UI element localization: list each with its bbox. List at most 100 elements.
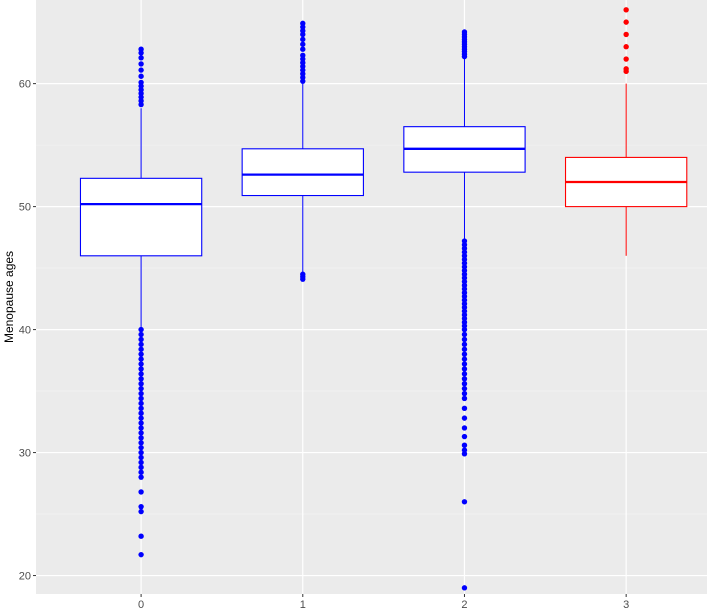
outlier-point <box>461 245 468 252</box>
outlier-point <box>461 395 468 402</box>
outlier-point <box>138 454 144 461</box>
outlier-point <box>461 264 468 270</box>
y-tick-label: 50 <box>19 202 31 214</box>
outlier-point <box>300 74 306 81</box>
y-tick-label: 60 <box>19 79 31 91</box>
outlier-point <box>461 256 468 263</box>
outlier-point <box>138 551 144 558</box>
outlier-point <box>461 286 468 292</box>
outlier-point <box>300 28 306 34</box>
outlier-point <box>138 459 144 466</box>
plot-panel <box>36 0 707 594</box>
outlier-point <box>623 56 629 62</box>
outlier-point <box>461 315 468 322</box>
outlier-point <box>300 63 306 70</box>
x-tick-label: 1 <box>300 599 306 611</box>
outlier-point <box>461 361 468 367</box>
outlier-point <box>138 90 144 97</box>
outlier-point <box>461 376 468 382</box>
outlier-point <box>623 31 629 38</box>
outlier-point <box>461 278 468 285</box>
outlier-point <box>461 29 468 35</box>
box-iqr <box>79 177 203 257</box>
outlier-point <box>138 83 144 89</box>
outlier-point <box>461 304 468 311</box>
x-tick-label: 2 <box>461 599 467 611</box>
outlier-point <box>138 341 144 348</box>
outlier-point <box>138 405 144 411</box>
outlier-point <box>461 451 468 457</box>
y-tick-label: 20 <box>19 571 31 583</box>
y-axis-title: Menopause ages <box>2 251 16 343</box>
outlier-point <box>300 24 306 30</box>
outlier-point <box>138 400 144 407</box>
outlier-point <box>461 289 468 296</box>
box-group-0 <box>79 46 203 558</box>
outlier-point <box>138 94 144 100</box>
outlier-point <box>461 390 468 397</box>
outlier-point <box>138 381 144 387</box>
outlier-point <box>138 390 144 397</box>
outlier-point <box>461 336 468 343</box>
outlier-point <box>138 489 144 495</box>
box-group-2 <box>403 29 526 591</box>
outlier-point <box>138 346 144 352</box>
outlier-point <box>461 319 468 325</box>
outlier-point <box>461 308 468 314</box>
outlier-point <box>138 371 144 377</box>
outlier-point <box>138 79 144 86</box>
outlier-point <box>461 331 468 338</box>
outlier-point <box>138 98 144 104</box>
outlier-point <box>623 19 629 25</box>
outlier-point <box>461 425 468 431</box>
box-group-1 <box>241 20 364 282</box>
outlier-point <box>138 420 144 426</box>
outlier-point <box>300 20 306 27</box>
outlier-point <box>461 447 468 453</box>
outlier-point <box>138 425 144 431</box>
outlier-point <box>138 67 144 73</box>
outlier-point <box>461 242 468 248</box>
outlier-point <box>461 323 468 329</box>
outlier-point <box>300 46 306 52</box>
outlier-point <box>461 381 468 387</box>
outlier-point <box>461 585 468 591</box>
outlier-point <box>138 356 144 362</box>
outlier-point <box>461 326 468 333</box>
outlier-point <box>138 449 144 456</box>
outlier-point <box>461 238 468 244</box>
outlier-point <box>138 385 144 392</box>
outlier-point <box>138 415 144 421</box>
outlier-point <box>461 249 468 255</box>
outlier-point <box>461 385 468 392</box>
outlier-point <box>138 61 144 67</box>
boxes <box>79 7 688 591</box>
outlier-point <box>138 410 144 416</box>
outlier-point <box>461 442 468 448</box>
outlier-point <box>623 66 629 72</box>
outlier-point <box>138 87 144 93</box>
outlier-point <box>461 312 468 318</box>
outlier-point <box>461 499 468 505</box>
outlier-point <box>138 533 144 539</box>
outlier-point <box>300 36 306 43</box>
outlier-point <box>461 433 468 440</box>
outlier-point <box>461 293 468 300</box>
outlier-point <box>138 440 144 446</box>
y-tick-label: 40 <box>19 325 31 337</box>
outlier-point <box>461 405 468 411</box>
outlier-point <box>138 508 144 515</box>
outlier-point <box>461 267 468 274</box>
outlier-point <box>461 341 468 348</box>
outlier-point <box>300 31 306 38</box>
outlier-point <box>300 60 306 66</box>
outlier-point <box>461 351 468 357</box>
x-tick-label: 3 <box>623 599 629 611</box>
outlier-point <box>300 71 306 77</box>
outlier-point <box>461 356 468 362</box>
axis-ticks: 20 30 40 50 60 0 1 2 3 <box>19 79 629 611</box>
outlier-point <box>138 474 144 480</box>
outlier-point <box>138 101 144 108</box>
outlier-point <box>461 297 468 303</box>
outlier-point <box>138 469 144 475</box>
